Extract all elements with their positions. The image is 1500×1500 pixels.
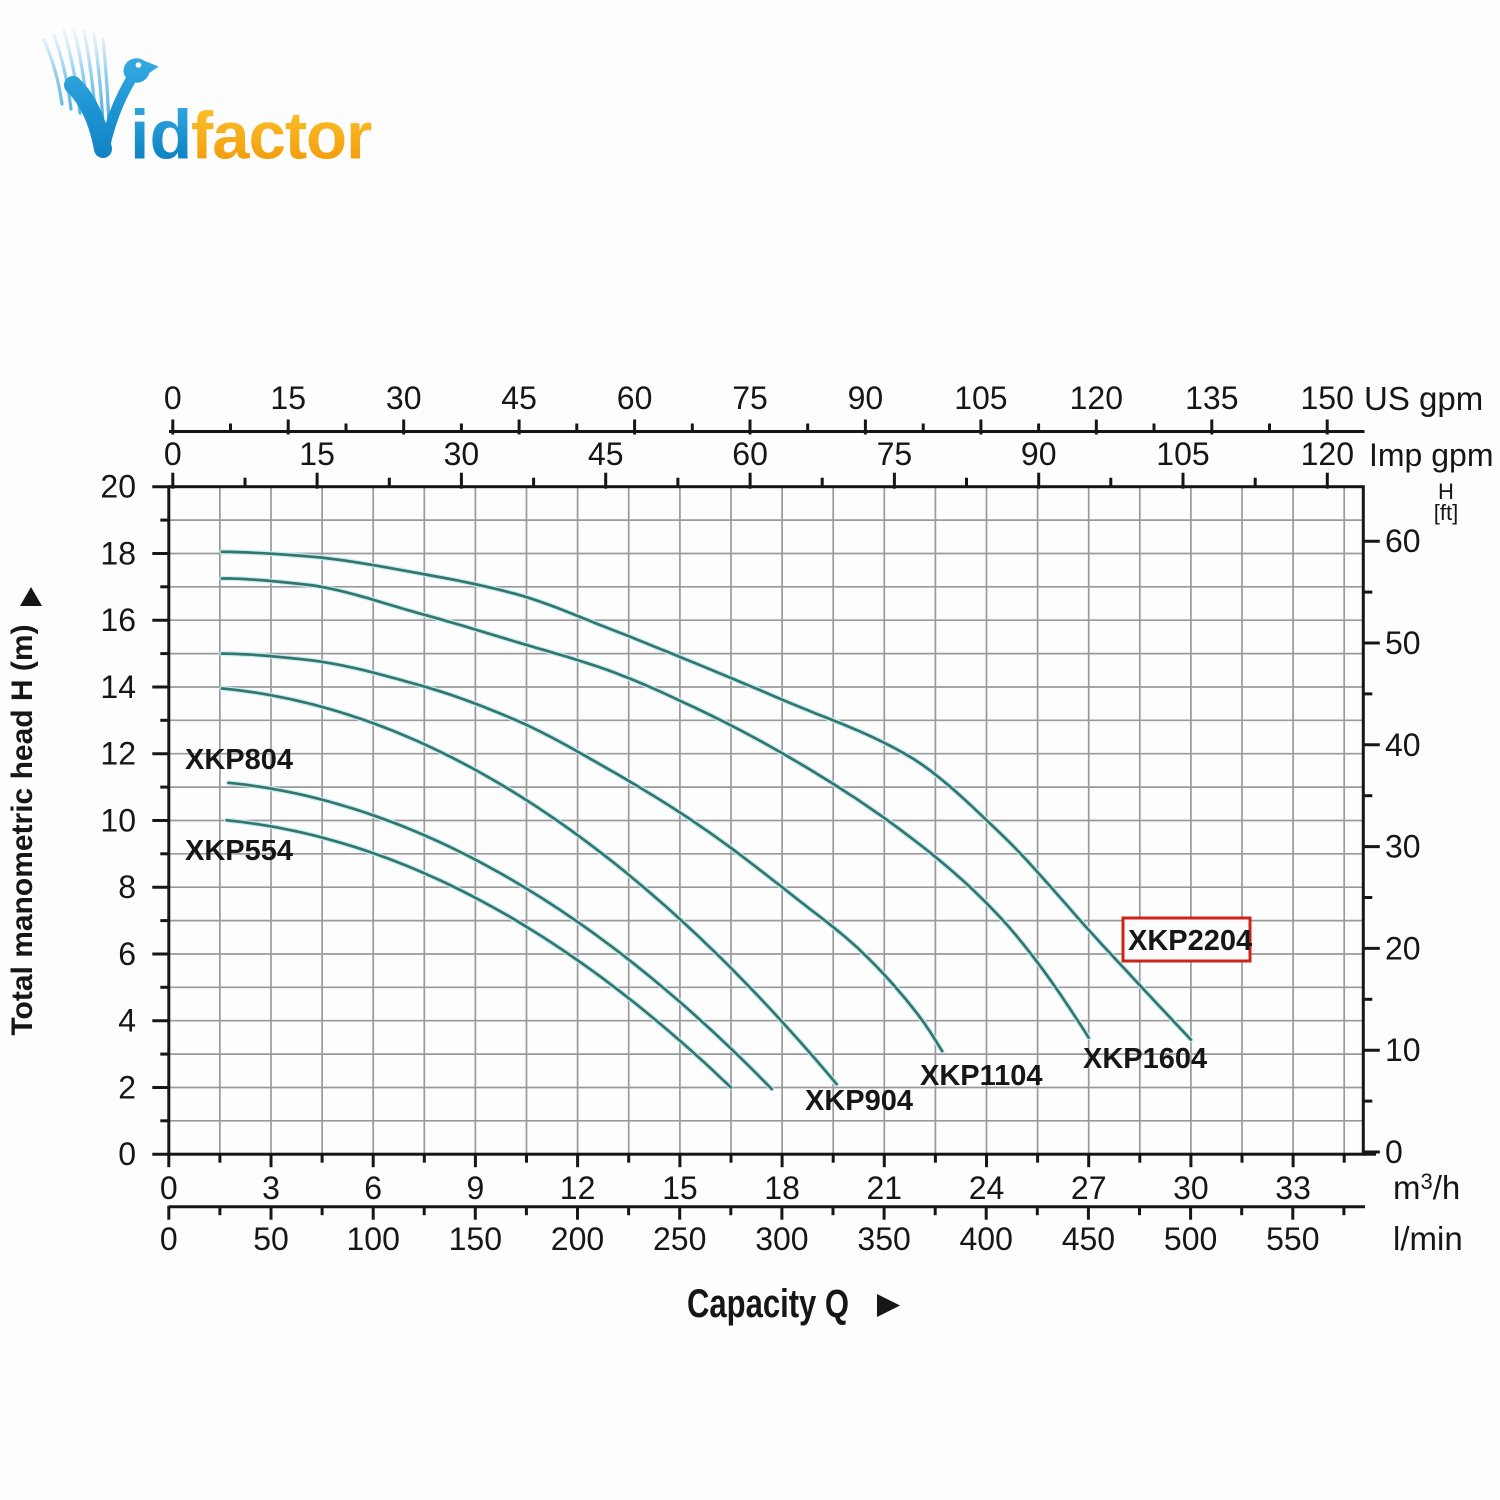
svg-text:150: 150: [449, 1221, 502, 1257]
svg-text:400: 400: [960, 1221, 1013, 1257]
svg-text:12: 12: [100, 736, 136, 772]
svg-text:75: 75: [877, 436, 913, 472]
svg-text:60: 60: [732, 436, 768, 472]
svg-text:XKP1604: XKP1604: [1083, 1043, 1207, 1075]
svg-text:30: 30: [1173, 1170, 1209, 1206]
svg-text:135: 135: [1185, 380, 1238, 416]
svg-text:9: 9: [467, 1170, 485, 1206]
svg-text:20: 20: [100, 469, 136, 505]
svg-text:18: 18: [764, 1170, 800, 1206]
svg-text:H: H: [1438, 479, 1454, 504]
svg-text:Imp gpm: Imp gpm: [1369, 437, 1493, 473]
svg-text:250: 250: [653, 1221, 706, 1257]
svg-text:105: 105: [954, 380, 1007, 416]
svg-text:90: 90: [848, 380, 884, 416]
svg-text:10: 10: [100, 803, 136, 839]
svg-text:50: 50: [253, 1221, 289, 1257]
svg-text:20: 20: [1385, 930, 1421, 966]
svg-text:14: 14: [100, 669, 136, 705]
svg-text:45: 45: [588, 436, 624, 472]
svg-text:[ft]: [ft]: [1434, 500, 1458, 525]
svg-text:45: 45: [501, 380, 537, 416]
svg-text:XKP1104: XKP1104: [920, 1060, 1043, 1092]
svg-text:120: 120: [1301, 436, 1354, 472]
svg-text:60: 60: [1385, 523, 1421, 559]
svg-text:350: 350: [857, 1221, 910, 1257]
svg-text:21: 21: [867, 1170, 903, 1206]
svg-text:8: 8: [118, 869, 136, 905]
svg-text:Capacity Q: Capacity Q: [687, 1282, 849, 1326]
svg-text:60: 60: [617, 380, 653, 416]
svg-text:150: 150: [1301, 380, 1354, 416]
svg-text:75: 75: [732, 380, 768, 416]
svg-text:0: 0: [164, 380, 182, 416]
svg-text:30: 30: [386, 380, 422, 416]
svg-text:90: 90: [1021, 436, 1057, 472]
svg-text:3: 3: [262, 1170, 280, 1206]
svg-text:US gpm: US gpm: [1364, 380, 1483, 417]
svg-text:500: 500: [1164, 1221, 1217, 1257]
svg-text:24: 24: [969, 1170, 1005, 1206]
svg-text:0: 0: [160, 1170, 178, 1206]
svg-text:Total manometric head H (m): Total manometric head H (m): [6, 624, 39, 1035]
svg-text:XKP904: XKP904: [805, 1085, 913, 1117]
svg-text:15: 15: [662, 1170, 698, 1206]
svg-text:40: 40: [1385, 727, 1421, 763]
svg-text:XKP554: XKP554: [185, 835, 293, 867]
svg-text:12: 12: [560, 1170, 596, 1206]
svg-text:15: 15: [299, 436, 335, 472]
svg-text:0: 0: [160, 1221, 178, 1257]
svg-text:200: 200: [551, 1221, 604, 1257]
svg-text:0: 0: [164, 436, 182, 472]
svg-text:33: 33: [1275, 1170, 1311, 1206]
svg-text:XKP2204: XKP2204: [1128, 925, 1252, 957]
svg-text:50: 50: [1385, 625, 1421, 661]
svg-text:id: id: [130, 96, 192, 174]
svg-text:10: 10: [1385, 1032, 1421, 1068]
svg-text:2: 2: [118, 1070, 136, 1106]
svg-text:4: 4: [118, 1003, 136, 1039]
svg-text:m3/h: m3/h: [1393, 1169, 1460, 1206]
svg-text:30: 30: [1385, 829, 1421, 865]
svg-text:300: 300: [755, 1221, 808, 1257]
svg-text:l/min: l/min: [1393, 1220, 1463, 1257]
svg-text:27: 27: [1071, 1170, 1107, 1206]
svg-text:6: 6: [118, 936, 136, 972]
svg-text:0: 0: [1385, 1134, 1403, 1170]
svg-text:105: 105: [1156, 436, 1209, 472]
svg-text:16: 16: [100, 602, 136, 638]
svg-text:XKP804: XKP804: [185, 744, 293, 776]
svg-text:0: 0: [118, 1136, 136, 1172]
svg-text:100: 100: [347, 1221, 400, 1257]
svg-text:550: 550: [1266, 1221, 1319, 1257]
svg-text:18: 18: [100, 536, 136, 572]
svg-text:6: 6: [364, 1170, 382, 1206]
svg-text:450: 450: [1062, 1221, 1115, 1257]
svg-text:factor: factor: [191, 99, 372, 174]
svg-text:120: 120: [1070, 380, 1123, 416]
svg-text:15: 15: [270, 380, 306, 416]
svg-text:30: 30: [444, 436, 480, 472]
